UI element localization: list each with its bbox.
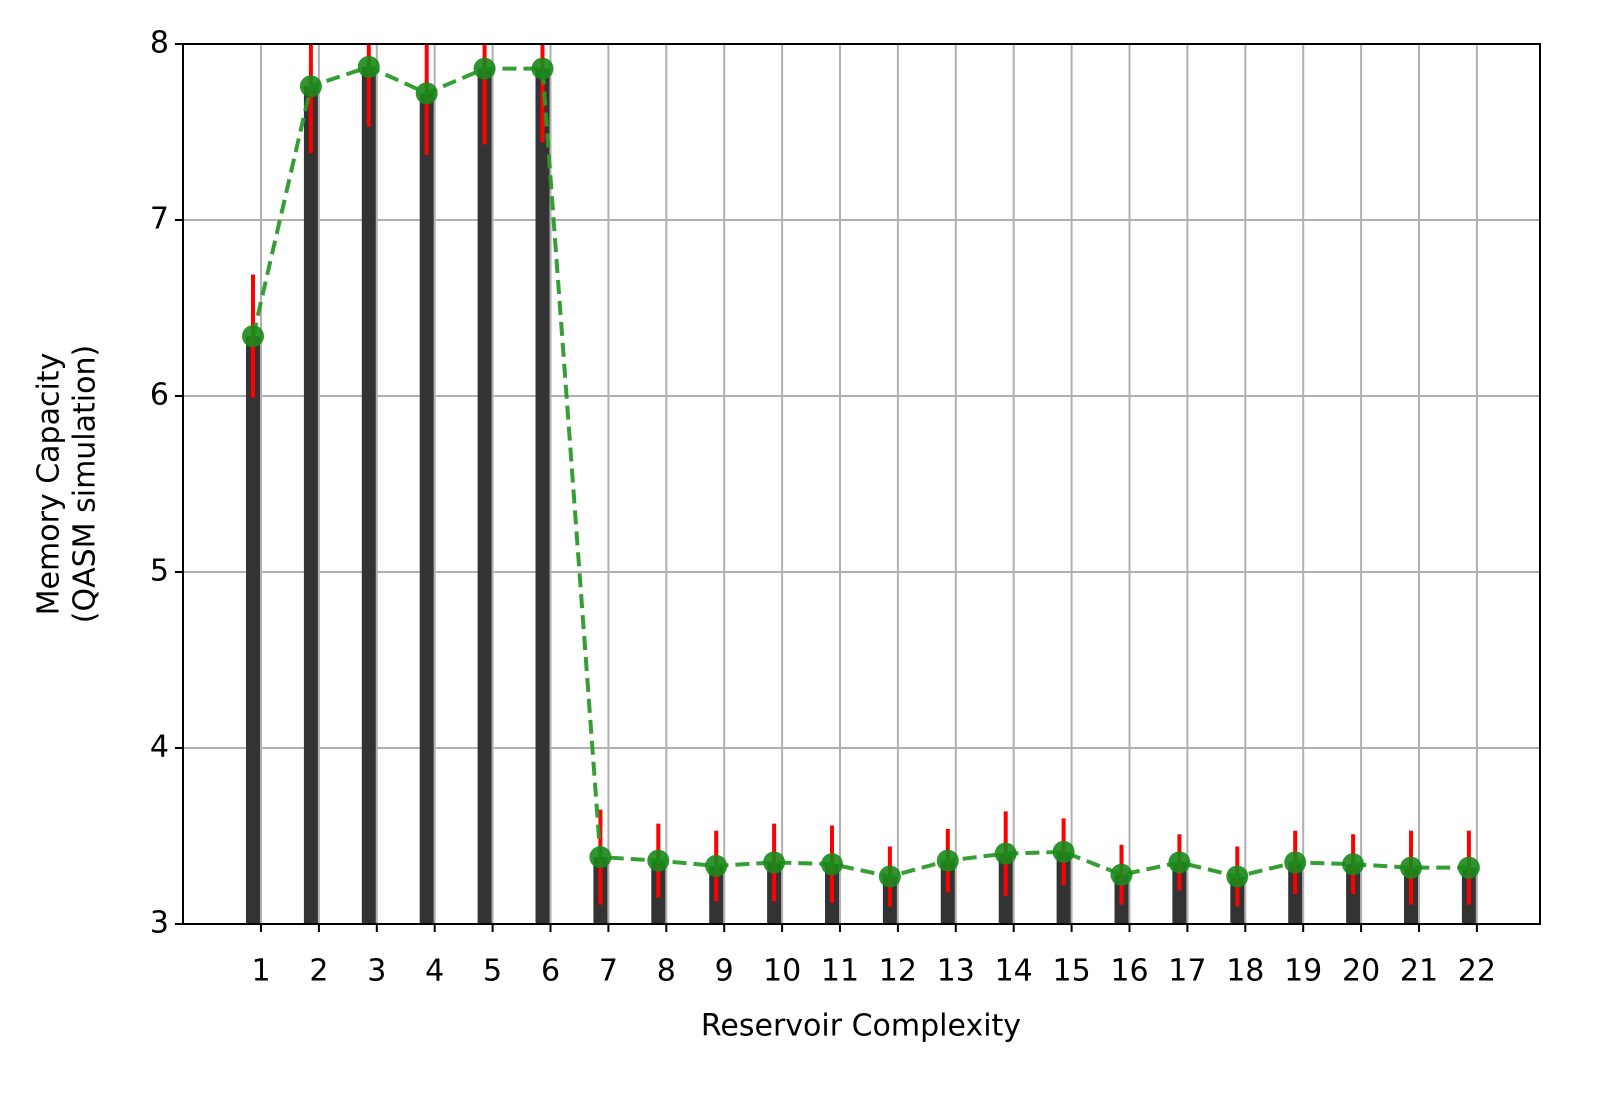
mean-line [251, 64, 1469, 879]
mean-marker [1400, 856, 1422, 879]
mean-marker [1052, 840, 1075, 863]
bar [361, 66, 376, 924]
mean-marker [473, 57, 496, 80]
mean-marker [1226, 865, 1249, 888]
mean-marker [1110, 863, 1133, 886]
bar [419, 93, 434, 924]
mean-marker [994, 842, 1017, 865]
x-tick-label: 7 [599, 954, 618, 989]
y-tick-label: 7 [150, 202, 169, 237]
x-tick-label: 8 [657, 954, 676, 989]
x-tick-label: 3 [367, 954, 386, 989]
y-axis-label: (QASM simulation) [68, 345, 103, 623]
mean-marker [357, 55, 380, 78]
x-tick-label: 9 [715, 954, 734, 989]
mean-marker [299, 75, 322, 98]
y-tick-label: 5 [150, 554, 169, 589]
y-tick-label: 3 [150, 906, 169, 941]
mean-marker [878, 865, 901, 888]
mean-marker [1168, 851, 1191, 874]
y-tick-label: 8 [150, 26, 169, 61]
bar [535, 68, 550, 924]
x-tick-label: 22 [1458, 954, 1496, 989]
mean-marker [1457, 856, 1480, 879]
x-tick-label: 6 [541, 954, 560, 989]
x-tick-label: 13 [937, 954, 975, 989]
x-tick-label: 19 [1284, 954, 1322, 989]
x-tick-label: 17 [1168, 954, 1206, 989]
x-axis-label: Reservoir Complexity [701, 1009, 1021, 1044]
x-tick-label: 21 [1400, 954, 1438, 989]
y-tick-label: 6 [150, 378, 169, 413]
mean-marker [763, 851, 786, 874]
mean-marker [242, 325, 264, 348]
x-tick-label: 2 [309, 954, 328, 989]
bar [1056, 851, 1071, 924]
mean-marker [589, 846, 612, 869]
x-tick-label: 20 [1342, 954, 1380, 989]
mean-marker [705, 854, 728, 877]
mean-marker [1284, 851, 1307, 874]
x-tick-label: 4 [425, 954, 444, 989]
y-axis-label: Memory Capacity [32, 353, 67, 616]
mean-marker [821, 853, 843, 876]
mean-marker [647, 849, 670, 872]
axes-frame [182, 43, 1541, 925]
mean-marker [1342, 853, 1365, 876]
x-tick-label: 5 [483, 954, 502, 989]
x-tick-label: 14 [995, 954, 1033, 989]
mean-marker [531, 57, 554, 80]
x-tick-label: 1 [251, 954, 270, 989]
bar [1172, 862, 1187, 924]
x-tick-label: 15 [1053, 954, 1091, 989]
x-tick-label: 12 [879, 954, 917, 989]
x-tick-label: 10 [763, 954, 801, 989]
x-tick-label: 16 [1110, 954, 1148, 989]
bar [303, 86, 318, 924]
grid [183, 43, 1540, 925]
x-tick-label: 11 [821, 954, 859, 989]
mean-marker [936, 849, 959, 872]
x-tick-label: 18 [1226, 954, 1264, 989]
mean-marker [415, 82, 438, 105]
bar [246, 336, 260, 924]
bar [477, 68, 492, 924]
plot-area [242, 44, 1480, 924]
y-tick-label: 4 [150, 730, 169, 765]
